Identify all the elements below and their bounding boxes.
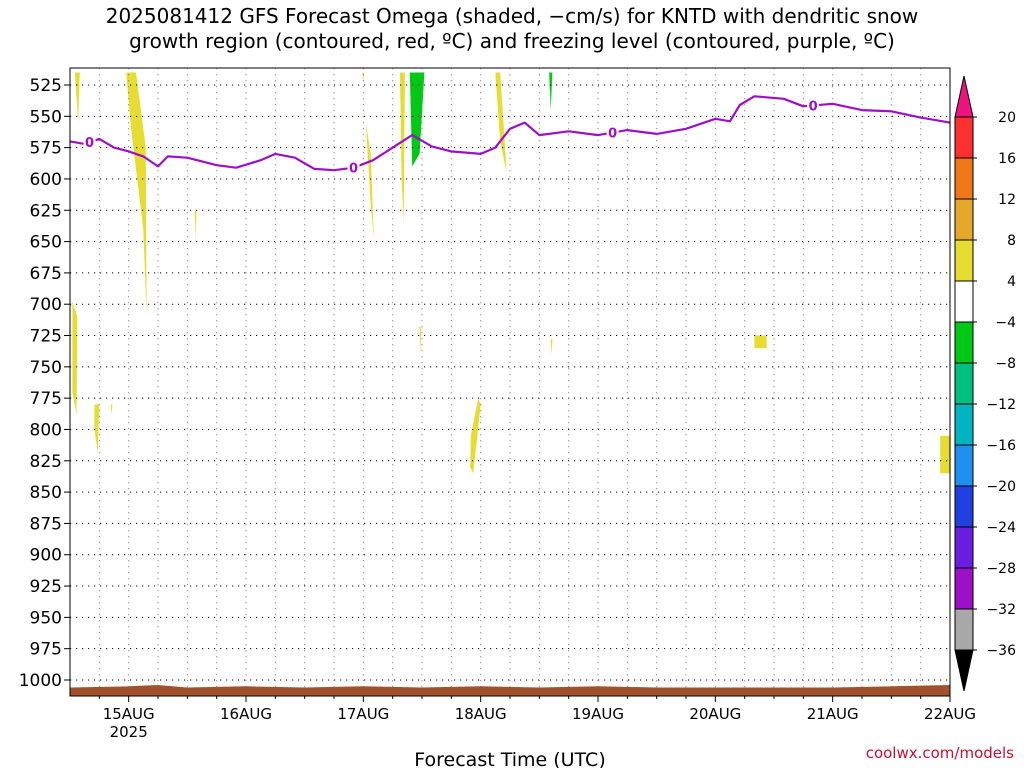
y-tick-label-700: 700 bbox=[30, 295, 62, 315]
colorbar-label-0: 20 bbox=[998, 110, 1016, 126]
colorbar-label-12: −32 bbox=[986, 602, 1016, 618]
chart-title-line-1: 2025081412 GFS Forecast Omega (shaded, −… bbox=[105, 4, 919, 28]
y-tick-label-775: 775 bbox=[30, 389, 62, 409]
colorbar-label-1: 16 bbox=[998, 151, 1016, 167]
y-tick-label-825: 825 bbox=[30, 452, 62, 472]
colorbar-label-5: −4 bbox=[995, 315, 1016, 331]
x-tick-label-7: 22AUG bbox=[924, 705, 976, 723]
y-tick-label-850: 850 bbox=[30, 483, 62, 503]
freezing-level-line bbox=[69, 95, 951, 172]
y-tick-label-1000: 1000 bbox=[19, 671, 62, 691]
freezing-level-contour: 0 0 0 0 bbox=[69, 95, 951, 177]
colorbar-label-8: −16 bbox=[986, 438, 1016, 454]
y-tick-label-800: 800 bbox=[30, 420, 62, 440]
y-tick-label-575: 575 bbox=[30, 139, 62, 159]
omega-region-2 bbox=[194, 210, 197, 242]
y-tick-label-625: 625 bbox=[30, 201, 62, 221]
y-tick-label-725: 725 bbox=[30, 327, 62, 347]
colorbar-bin-12 bbox=[954, 608, 974, 651]
colorbar-bin-4 bbox=[954, 280, 974, 323]
surface-terrain bbox=[70, 685, 950, 696]
y-tick-label-675: 675 bbox=[30, 264, 62, 284]
chart-title: 2025081412 GFS Forecast Omega (shaded, −… bbox=[0, 4, 1024, 54]
x-tick-sublabel-0: 2025 bbox=[110, 723, 148, 741]
x-axis-label: Forecast Time (UTC) bbox=[414, 749, 605, 768]
y-tick-label-950: 950 bbox=[30, 608, 62, 628]
y-tick-label-650: 650 bbox=[30, 233, 62, 253]
x-tick-label-5: 20AUG bbox=[689, 705, 741, 723]
y-axis: 525 550 575 600 625 650 675 700 725 750 775 800 825 8… bbox=[19, 76, 70, 691]
omega-region-3 bbox=[72, 301, 78, 415]
y-tick-label-900: 900 bbox=[30, 546, 62, 566]
colorbar-label-9: −20 bbox=[986, 479, 1016, 495]
x-tick-label-1: 16AUG bbox=[220, 705, 272, 723]
colorbar-label-2: 12 bbox=[998, 192, 1016, 208]
colorbar-top-arrow bbox=[954, 75, 974, 118]
freezing-level-label-bg-3 bbox=[807, 97, 820, 113]
y-tick-label-975: 975 bbox=[30, 640, 62, 660]
freezing-level-label-0: 0 bbox=[85, 136, 94, 151]
omega-region-15 bbox=[754, 335, 767, 349]
colorbar-bin-1 bbox=[954, 157, 974, 200]
colorbar-bin-5 bbox=[954, 321, 974, 364]
colorbar-label-7: −12 bbox=[986, 397, 1016, 413]
omega-region-5 bbox=[110, 404, 113, 415]
colorbar-bin-9 bbox=[954, 485, 974, 528]
surface-terrain-fill bbox=[70, 685, 950, 696]
colorbar-bin-3 bbox=[954, 239, 974, 282]
y-tick-label-875: 875 bbox=[30, 514, 62, 534]
colorbar-bin-7 bbox=[954, 403, 974, 446]
colorbar-label-11: −28 bbox=[986, 561, 1016, 577]
plot-background bbox=[70, 68, 950, 696]
omega-region-9 bbox=[409, 72, 425, 167]
colorbar-bin-8 bbox=[954, 444, 974, 487]
y-tick-label-525: 525 bbox=[30, 76, 62, 96]
freezing-level-label-bg-1 bbox=[347, 159, 360, 175]
x-tick-label-0: 15AUG bbox=[103, 705, 155, 723]
colorbar-label-13: −36 bbox=[986, 643, 1016, 659]
x-tick-label-6: 21AUG bbox=[807, 705, 859, 723]
y-tick-label-750: 750 bbox=[30, 358, 62, 378]
y-tick-label-925: 925 bbox=[30, 577, 62, 597]
omega-region-14 bbox=[470, 398, 481, 474]
x-tick-label-2: 17AUG bbox=[337, 705, 389, 723]
y-tick-label-550: 550 bbox=[30, 107, 62, 127]
omega-region-16 bbox=[940, 435, 950, 474]
x-tick-label-4: 19AUG bbox=[572, 705, 624, 723]
omega-region-7 bbox=[365, 122, 374, 240]
colorbar-bottom-arrow bbox=[954, 649, 974, 692]
omega-region-4 bbox=[94, 404, 100, 452]
chart-title-line-2: growth region (contoured, red, ºC) and f… bbox=[129, 29, 895, 53]
colorbar-label-4: 4 bbox=[1007, 274, 1016, 290]
omega-region-11 bbox=[549, 72, 553, 111]
colorbar-bin-2 bbox=[954, 198, 974, 241]
omega-region-10 bbox=[495, 72, 507, 173]
colorbar-bin-10 bbox=[954, 526, 974, 569]
freezing-level-label-2: 0 bbox=[608, 127, 617, 142]
colorbar-label-6: −8 bbox=[995, 356, 1016, 372]
colorbar: 20 16 12 8 4 −4 −8 −12 −16 −20 −24 −28 −32 −36 bbox=[954, 75, 1016, 692]
freezing-level-label-bg-0 bbox=[83, 134, 96, 150]
omega-region-12 bbox=[419, 326, 422, 355]
credit-text: coolwx.com/models bbox=[865, 744, 1014, 762]
x-tick-label-3: 18AUG bbox=[455, 705, 507, 723]
colorbar-bin-6 bbox=[954, 362, 974, 405]
colorbar-bin-11 bbox=[954, 567, 974, 610]
y-tick-label-600: 600 bbox=[30, 170, 62, 190]
colorbar-bin-0 bbox=[954, 116, 974, 159]
freezing-level-label-3: 0 bbox=[809, 99, 818, 114]
colorbar-label-3: 8 bbox=[1007, 233, 1016, 249]
omega-region-1 bbox=[126, 72, 147, 317]
omega-region-8 bbox=[400, 72, 405, 223]
colorbar-label-10: −24 bbox=[986, 520, 1016, 536]
freezing-level-label-1: 0 bbox=[349, 162, 358, 177]
omega-region-13 bbox=[550, 339, 553, 355]
omega-shading bbox=[72, 72, 950, 474]
freezing-level-label-bg-2 bbox=[606, 124, 619, 140]
